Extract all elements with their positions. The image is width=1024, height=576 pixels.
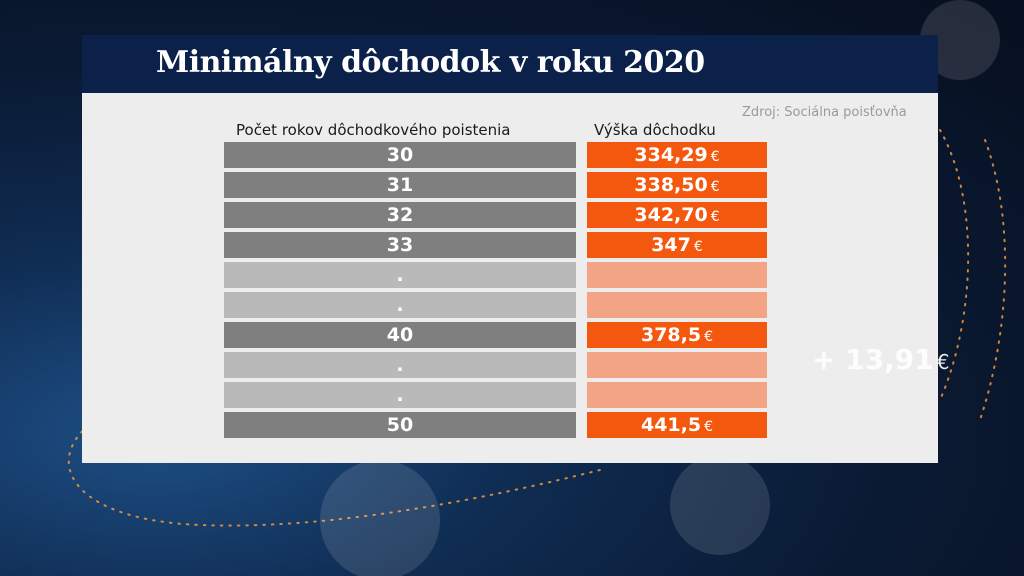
- table-row: .: [82, 292, 938, 318]
- euro-symbol: €: [936, 350, 950, 374]
- table-row: 40 378,5 €: [82, 322, 938, 348]
- difference-label: + 13,91 €: [812, 343, 950, 376]
- euro-symbol: €: [710, 179, 720, 195]
- amount-cell: 378,5 €: [587, 322, 767, 348]
- amount-value: 378,5: [640, 324, 702, 346]
- amount-value: 334,29: [634, 144, 708, 166]
- euro-symbol: €: [710, 149, 720, 165]
- info-panel: Minimálny dôchodok v roku 2020 Zdroj: So…: [82, 35, 938, 463]
- table-row: .: [82, 262, 938, 288]
- table-row: .: [82, 382, 938, 408]
- table-row: 32 342,70 €: [82, 202, 938, 228]
- years-cell: 40: [224, 322, 576, 348]
- years-cell: .: [224, 262, 576, 288]
- header-amount: Výška dôchodku: [594, 121, 716, 139]
- years-cell: .: [224, 292, 576, 318]
- difference-value: + 13,91: [812, 343, 934, 376]
- amount-cell: [587, 382, 767, 408]
- table-row: 30 334,29 €: [82, 142, 938, 168]
- years-cell: 30: [224, 142, 576, 168]
- euro-symbol: €: [704, 419, 714, 435]
- years-cell: 33: [224, 232, 576, 258]
- euro-symbol: €: [704, 329, 714, 345]
- amount-cell: 441,5 €: [587, 412, 767, 438]
- years-cell: 32: [224, 202, 576, 228]
- table-row: 31 338,50 €: [82, 172, 938, 198]
- years-cell: .: [224, 352, 576, 378]
- amount-cell: 338,50 €: [587, 172, 767, 198]
- table-row: 33 347 €: [82, 232, 938, 258]
- table-row: 50 441,5 €: [82, 412, 938, 438]
- euro-symbol: €: [693, 239, 703, 255]
- amount-cell: [587, 262, 767, 288]
- amount-cell: 334,29 €: [587, 142, 767, 168]
- years-cell: 31: [224, 172, 576, 198]
- amount-value: 441,5: [640, 414, 702, 436]
- page-title: Minimálny dôchodok v roku 2020: [156, 45, 705, 80]
- euro-symbol: €: [710, 209, 720, 225]
- amount-value: 338,50: [634, 174, 708, 196]
- amount-cell: [587, 292, 767, 318]
- amount-cell: [587, 352, 767, 378]
- header-years: Počet rokov dôchodkového poistenia: [236, 121, 511, 139]
- title-bar: Minimálny dôchodok v roku 2020: [82, 35, 938, 93]
- amount-value: 342,70: [634, 204, 708, 226]
- years-cell: 50: [224, 412, 576, 438]
- years-cell: .: [224, 382, 576, 408]
- table-row: .: [82, 352, 938, 378]
- amount-value: 347: [651, 234, 691, 256]
- source-label: Zdroj: Sociálna poisťovňa: [742, 105, 907, 120]
- amount-cell: 347 €: [587, 232, 767, 258]
- amount-cell: 342,70 €: [587, 202, 767, 228]
